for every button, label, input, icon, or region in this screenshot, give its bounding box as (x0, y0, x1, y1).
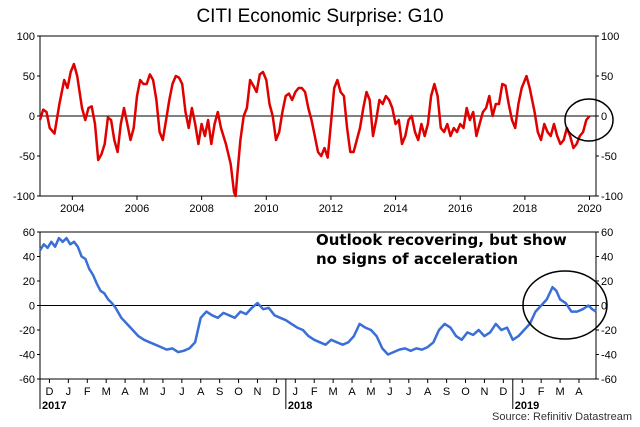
top-ytick-label-right: 50 (601, 71, 613, 83)
bottom-xtick-label: M (329, 386, 338, 398)
bottom-xtick-label: J (387, 386, 393, 398)
top-xtick-label: 2018 (513, 203, 537, 215)
bottom-series-line (38, 236, 597, 356)
bottom-ytick-label-left: 40 (23, 252, 35, 264)
annotation-line-2: no signs of acceleration (316, 250, 518, 268)
top-xtick-label: 2016 (448, 203, 472, 215)
bottom-xtick-label: J (519, 386, 525, 398)
top-ytick-label-right: -100 (601, 191, 623, 203)
bottom-ytick-label-left: -20 (19, 325, 35, 337)
top-xtick-label: 2020 (577, 203, 601, 215)
bottom-xtick-label: A (197, 386, 205, 398)
bottom-xtick-label: D (499, 386, 507, 398)
top-panel-axes: -100 -100 -50 -50 0 0 50 50 100 100 2004 2006 2008 20… (13, 31, 623, 215)
bottom-ytick-label-right: -60 (601, 374, 617, 386)
top-ytick-label-left: 50 (23, 71, 35, 83)
bottom-xtick-label: J (179, 386, 185, 398)
bottom-xtick-label: F (538, 386, 545, 398)
bottom-ytick-label-right: 20 (601, 276, 613, 288)
bottom-xtick-label: J (406, 386, 412, 398)
bottom-xtick-label: A (424, 386, 432, 398)
year-label: 2017 (42, 400, 66, 412)
bottom-ytick-label-left: -60 (19, 374, 35, 386)
bottom-xtick-label: A (575, 386, 583, 398)
top-ytick-label-left: 100 (17, 31, 35, 43)
bottom-ytick-label-right: 0 (601, 301, 607, 313)
bottom-xtick-label: S (443, 386, 450, 398)
bottom-xtick-label: D (272, 386, 280, 398)
bottom-xtick-label: J (66, 386, 72, 398)
bottom-ytick-label-right: 60 (601, 227, 613, 239)
top-xtick-label: 2008 (189, 203, 213, 215)
bottom-xtick-label: J (160, 386, 166, 398)
bottom-ytick-label-right: -40 (601, 350, 617, 362)
top-highlight-circle (564, 98, 614, 142)
top-xtick-label: 2006 (125, 203, 149, 215)
bottom-xtick-label: N (480, 386, 488, 398)
bottom-xtick-label: F (84, 386, 91, 398)
bottom-ytick-label-right: 40 (601, 252, 613, 264)
bottom-xtick-label: A (348, 386, 356, 398)
bottom-xtick-label: J (293, 386, 299, 398)
annotation-line-1: Outlook recovering, but show (316, 231, 567, 249)
bottom-ytick-label-left: -40 (19, 350, 35, 362)
chart-title: CITI Economic Surprise: G10 (196, 6, 443, 27)
bottom-xtick-label: A (121, 386, 129, 398)
top-ytick-label-right: 0 (601, 111, 607, 123)
bottom-ytick-label-left: 0 (29, 301, 35, 313)
bottom-xtick-label: S (216, 386, 223, 398)
year-label: 2019 (515, 400, 539, 412)
bottom-xtick-label: O (461, 386, 470, 398)
top-ytick-label-right: 100 (601, 31, 619, 43)
top-ytick-label-left: -50 (19, 151, 35, 163)
bottom-xtick-label: M (366, 386, 375, 398)
bottom-ytick-label-left: 20 (23, 276, 35, 288)
top-xtick-label: 2014 (383, 203, 407, 215)
bottom-xtick-label: O (234, 386, 243, 398)
bottom-xtick-label: M (139, 386, 148, 398)
top-ytick-label-left: 0 (29, 111, 35, 123)
top-ytick-label-right: -50 (601, 151, 617, 163)
bottom-ytick-label-left: 60 (23, 227, 35, 239)
bottom-xtick-label: M (102, 386, 111, 398)
bottom-ytick-label-right: -20 (601, 325, 617, 337)
year-label: 2018 (288, 400, 312, 412)
bottom-xtick-label: N (254, 386, 262, 398)
source-note: Source: Refinitiv Datastream (492, 411, 632, 423)
bottom-xtick-label: D (45, 386, 53, 398)
top-xtick-label: 2010 (254, 203, 278, 215)
top-series-line (38, 62, 591, 198)
bottom-xtick-label: F (311, 386, 318, 398)
bottom-highlight-circle (522, 270, 608, 340)
top-xtick-label: 2004 (60, 203, 84, 215)
bottom-xtick-label: M (555, 386, 564, 398)
top-ytick-label-left: -100 (13, 191, 35, 203)
top-xtick-label: 2012 (319, 203, 343, 215)
